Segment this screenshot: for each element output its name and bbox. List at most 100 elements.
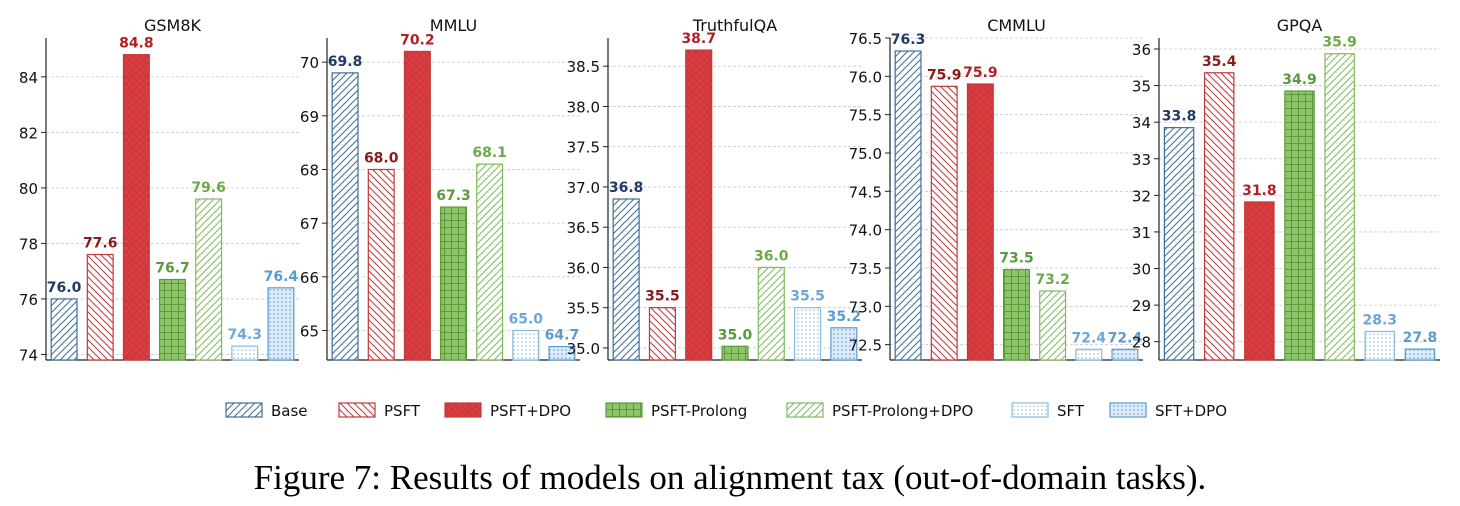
panel-title: GPQA — [1277, 16, 1323, 35]
legend-swatch — [605, 402, 643, 418]
legend-label: SFT+DPO — [1155, 402, 1227, 420]
bar-value-label: 65.0 — [509, 311, 544, 327]
y-tick-label: 82 — [19, 124, 38, 142]
bar-value-label: 28.3 — [1363, 312, 1398, 328]
legend-item-sft-dpo: SFT+DPO — [1109, 402, 1227, 420]
bar-base — [50, 298, 78, 361]
bar-value-label: 79.6 — [191, 180, 226, 196]
y-tick-label: 30 — [1132, 261, 1151, 279]
bar-psft — [1203, 72, 1235, 361]
y-tick-label: 28 — [1132, 334, 1151, 352]
y-tick-label: 65 — [300, 322, 319, 340]
bar-psft-prolong — [158, 278, 187, 361]
bar-value-label: 73.5 — [999, 251, 1034, 267]
y-tick-label: 76 — [19, 291, 38, 309]
bar-value-label: 76.7 — [155, 261, 190, 277]
y-tick-label: 36.5 — [567, 219, 600, 237]
y-tick-label: 68 — [300, 161, 319, 179]
y-tick-label: 74 — [19, 346, 38, 364]
panel-title: GSM8K — [144, 16, 202, 35]
bar-psft — [648, 307, 676, 361]
bar-value-label: 36.8 — [609, 180, 644, 196]
bar-value-label: 34.9 — [1282, 72, 1317, 88]
y-tick-label: 80 — [19, 180, 38, 198]
bar-psft-prolong-dpo — [195, 198, 223, 361]
legend-swatch — [1011, 402, 1049, 418]
y-tick-label: 69 — [300, 108, 319, 126]
bar-psft-dpo — [1244, 201, 1275, 361]
y-tick-label: 84 — [19, 69, 38, 87]
bar-base — [1163, 127, 1195, 361]
legend-swatch — [444, 402, 482, 418]
legend-swatch — [786, 402, 824, 418]
bar-sft-dpo — [267, 287, 295, 361]
bar-value-label: 75.9 — [963, 65, 998, 81]
legend-label: SFT — [1057, 402, 1085, 420]
bar-value-label: 36.0 — [754, 248, 789, 264]
legend-label: PSFT+DPO — [490, 402, 571, 420]
y-tick-label: 37.5 — [567, 139, 600, 157]
legend-item-sft: SFT — [1011, 402, 1085, 420]
panel-title: TruthfulQA — [692, 16, 777, 35]
y-tick-label: 38.0 — [567, 98, 600, 116]
bar-base — [894, 50, 922, 361]
legend-item-psft-prolong: PSFT-Prolong — [605, 402, 747, 420]
bar-value-label: 70.2 — [400, 32, 435, 48]
bar-value-label: 69.8 — [328, 54, 363, 70]
y-tick-label: 33 — [1132, 151, 1151, 169]
bar-psft-prolong — [721, 345, 749, 361]
legend-item-base: Base — [225, 402, 308, 420]
y-tick-label: 31 — [1132, 224, 1151, 242]
bar-psft-prolong — [439, 206, 468, 361]
bar-value-label: 72.4 — [1108, 330, 1143, 346]
y-tick-label: 29 — [1132, 297, 1151, 315]
bar-value-label: 68.1 — [472, 145, 507, 161]
y-tick-label: 37.0 — [567, 179, 600, 197]
legend-label: PSFT-Prolong+DPO — [832, 402, 973, 420]
bar-value-label: 35.4 — [1202, 54, 1237, 70]
bar-sft — [1364, 330, 1396, 361]
legend-swatch — [225, 402, 263, 418]
panel-gsm8k: GSM8K 74 76 78 80 82 84 76.0 77.6 84.8 76.7 79.6 74.… — [19, 16, 299, 364]
bar-psft-prolong-dpo — [1324, 53, 1355, 361]
bar-value-label: 31.8 — [1242, 183, 1277, 199]
bar-psft — [367, 168, 395, 361]
bar-value-label: 76.0 — [47, 280, 82, 296]
panel-mmlu: MMLU 65 66 67 68 69 70 69.8 68.0 70.2 67.3 68.1 65.0… — [300, 16, 580, 361]
legend-swatch — [338, 402, 376, 418]
bar-psft-dpo — [403, 50, 431, 361]
bar-psft-prolong — [1284, 90, 1315, 361]
bar-psft-prolong-dpo — [476, 163, 504, 361]
bar-psft-dpo — [122, 54, 150, 361]
y-tick-label: 67 — [300, 215, 319, 233]
legend-item-psft: PSFT — [338, 402, 421, 420]
legend-item-psft-prolong-dpo: PSFT-Prolong+DPO — [786, 402, 973, 420]
bar-value-label: 35.9 — [1322, 35, 1357, 51]
bar-value-label: 35.2 — [827, 309, 862, 325]
bar-sft — [1075, 348, 1103, 361]
bar-value-label: 64.7 — [545, 328, 580, 344]
panel-truthfulqa: TruthfulQA 35.0 35.5 36.0 36.5 37.0 37.5 38.0 38… — [567, 16, 862, 361]
y-tick-label: 38.5 — [567, 58, 600, 76]
bar-sft-dpo — [1404, 348, 1436, 361]
legend-swatch — [1109, 402, 1147, 418]
bar-value-label: 38.7 — [681, 31, 716, 47]
bar-value-label: 74.3 — [228, 327, 263, 343]
legend-label: Base — [271, 402, 308, 420]
panel-gpqa: GPQA 28 29 30 31 32 33 34 35 36 33.8 35.4 31.8 34.9 35… — [1132, 16, 1440, 361]
bar-value-label: 35.5 — [645, 289, 680, 305]
bar-psft — [86, 253, 114, 361]
bar-psft-prolong — [1002, 268, 1031, 361]
legend-label: PSFT — [384, 402, 421, 420]
y-tick-label: 74.5 — [849, 183, 882, 201]
bar-value-label: 35.5 — [790, 289, 825, 305]
bar-sft — [231, 345, 259, 361]
bar-value-label: 76.4 — [264, 269, 299, 285]
y-tick-label: 73.5 — [849, 260, 882, 278]
y-tick-label: 35.5 — [567, 300, 600, 318]
y-tick-label: 76.0 — [849, 68, 882, 86]
y-tick-label: 76.5 — [849, 30, 882, 48]
legend-label: PSFT-Prolong — [651, 402, 747, 420]
y-tick-label: 70 — [300, 54, 319, 72]
